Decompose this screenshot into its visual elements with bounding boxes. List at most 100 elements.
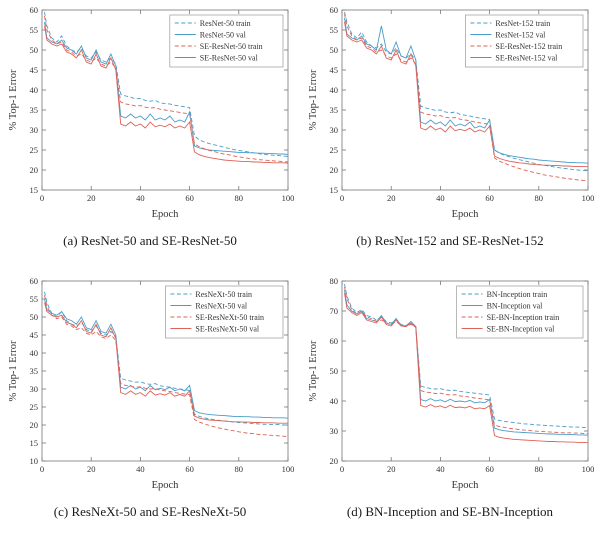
x-axis-label: Epoch	[152, 480, 180, 491]
line-chart-resnet152: 0 20 40 60 80 100 15 20 25 30 35 40 45 50 55 60 Epoch % T…	[308, 5, 594, 220]
legend-label: SE-ResNet-50 train	[200, 42, 263, 51]
chart-caption-c: (c) ResNeXt-50 and SE-ResNeXt-50	[53, 504, 247, 519]
legend-label: SE-ResNeXt-50 train	[195, 313, 264, 322]
legend-label: ResNet-50 val	[200, 31, 247, 40]
x-tick-label: 80	[235, 193, 244, 203]
y-axis-label: % Top-1 Error	[8, 69, 19, 130]
y-tick-label: 25	[30, 145, 39, 155]
y-tick-label: 20	[30, 420, 39, 430]
series-line	[344, 292, 589, 444]
x-tick-label: 100	[282, 193, 294, 203]
x-tick-label: 60	[185, 464, 194, 474]
y-tick-label: 30	[330, 125, 339, 135]
y-tick-label: 15	[30, 185, 39, 195]
legend-label: ResNet-50 train	[200, 19, 251, 28]
legend-label: ResNet-152 train	[495, 19, 550, 28]
y-axis-label: % Top-1 Error	[8, 340, 19, 401]
x-tick-label: 40	[136, 193, 145, 203]
chart-panel-a: 0 20 40 60 80 100 15 20 25 30 35 40 45 50 55 60 Epoch % T…	[0, 4, 300, 249]
x-tick-label: 0	[340, 193, 344, 203]
chart-panel-b: 0 20 40 60 80 100 15 20 25 30 35 40 45 50 55 60 Epoch % T…	[300, 4, 600, 249]
y-tick-label: 10	[30, 456, 39, 466]
x-tick-label: 20	[87, 193, 96, 203]
x-tick-label: 60	[485, 193, 494, 203]
chart-panel-d: 0 20 40 60 80 100 20 30 40 50 60 70 80 Epoch% Top-1 E…	[300, 275, 600, 520]
series-line	[344, 289, 589, 436]
legend-label: SE-ResNet-152 val	[495, 54, 558, 63]
x-tick-label: 100	[582, 193, 594, 203]
y-tick-label: 45	[30, 65, 39, 75]
y-axis-label: % Top-1 Error	[308, 69, 319, 130]
y-tick-label: 60	[330, 336, 339, 346]
x-tick-label: 20	[87, 464, 96, 474]
x-tick-label: 60	[485, 464, 494, 474]
x-tick-label: 100	[282, 464, 294, 474]
legend-label: SE-ResNet-50 val	[200, 54, 259, 63]
y-tick-label: 50	[330, 366, 339, 376]
series-line	[44, 298, 289, 419]
chart-caption-b: (b) ResNet-152 and SE-ResNet-152	[356, 233, 544, 248]
legend-label: BN-Inception val	[487, 302, 544, 311]
y-tick-label: 55	[330, 25, 339, 35]
x-tick-label: 80	[235, 464, 244, 474]
x-tick-label: 0	[40, 464, 44, 474]
x-axis-label: Epoch	[452, 480, 480, 491]
y-tick-label: 40	[30, 85, 39, 95]
series-line	[44, 15, 289, 163]
y-tick-label: 60	[30, 5, 39, 15]
legend-label: ResNet-152 val	[495, 31, 546, 40]
x-tick-label: 80	[535, 193, 544, 203]
series-line	[344, 21, 589, 168]
line-chart-resnext50: 0 20 40 60 80 100 10 15 20 25 30 35 40 45 50 55 60 Epoch%…	[8, 276, 294, 491]
x-tick-label: 60	[185, 193, 194, 203]
y-tick-label: 25	[30, 402, 39, 412]
legend-label: SE-ResNeXt-50 val	[195, 325, 260, 334]
y-tick-label: 55	[30, 25, 39, 35]
legend-box	[169, 14, 284, 68]
y-tick-label: 35	[330, 105, 339, 115]
y-tick-label: 15	[330, 185, 339, 195]
y-tick-label: 35	[30, 366, 39, 376]
legend-label: SE-ResNet-152 train	[495, 42, 562, 51]
legend-box	[465, 14, 584, 68]
y-tick-label: 30	[330, 426, 339, 436]
y-tick-label: 35	[30, 105, 39, 115]
y-tick-label: 50	[30, 45, 39, 55]
y-tick-label: 60	[330, 5, 339, 15]
y-tick-label: 40	[30, 348, 39, 358]
line-chart-resnet50: 0 20 40 60 80 100 15 20 25 30 35 40 45 50 55 60 Epoch % T…	[8, 5, 294, 220]
chart-caption-a: (a) ResNet-50 and SE-ResNet-50	[63, 233, 237, 248]
x-tick-label: 80	[535, 464, 544, 474]
legend-box	[165, 285, 284, 339]
y-tick-label: 20	[330, 456, 339, 466]
chart-panel-c: 0 20 40 60 80 100 10 15 20 25 30 35 40 45 50 55 60 Epoch%…	[0, 275, 300, 520]
series-line	[44, 302, 288, 424]
series-line	[44, 295, 289, 437]
y-tick-label: 50	[330, 45, 339, 55]
y-tick-label: 30	[30, 125, 39, 135]
y-tick-label: 20	[30, 165, 39, 175]
y-axis-label: % Top-1 Error	[308, 340, 319, 401]
x-axis-label: Epoch	[452, 209, 480, 220]
y-tick-label: 15	[30, 438, 39, 448]
y-tick-label: 25	[330, 145, 339, 155]
chart-caption-d: (d) BN-Inception and SE-BN-Inception	[346, 504, 554, 519]
series-line	[44, 25, 289, 164]
y-tick-label: 60	[30, 276, 39, 286]
y-tick-label: 30	[30, 384, 39, 394]
x-tick-label: 40	[436, 464, 445, 474]
x-axis-label: Epoch	[152, 209, 180, 220]
y-tick-label: 45	[30, 330, 39, 340]
legend-label: ResNeXt-50 train	[195, 290, 252, 299]
x-tick-label: 100	[582, 464, 594, 474]
x-tick-label: 0	[340, 464, 344, 474]
x-tick-label: 40	[436, 193, 445, 203]
y-tick-label: 40	[330, 396, 339, 406]
legend-box	[456, 285, 584, 339]
x-tick-label: 20	[387, 193, 396, 203]
series-line	[44, 21, 289, 155]
legend-label: ResNeXt-50 val	[195, 302, 248, 311]
y-tick-label: 80	[330, 276, 339, 286]
plot-box	[341, 9, 589, 191]
